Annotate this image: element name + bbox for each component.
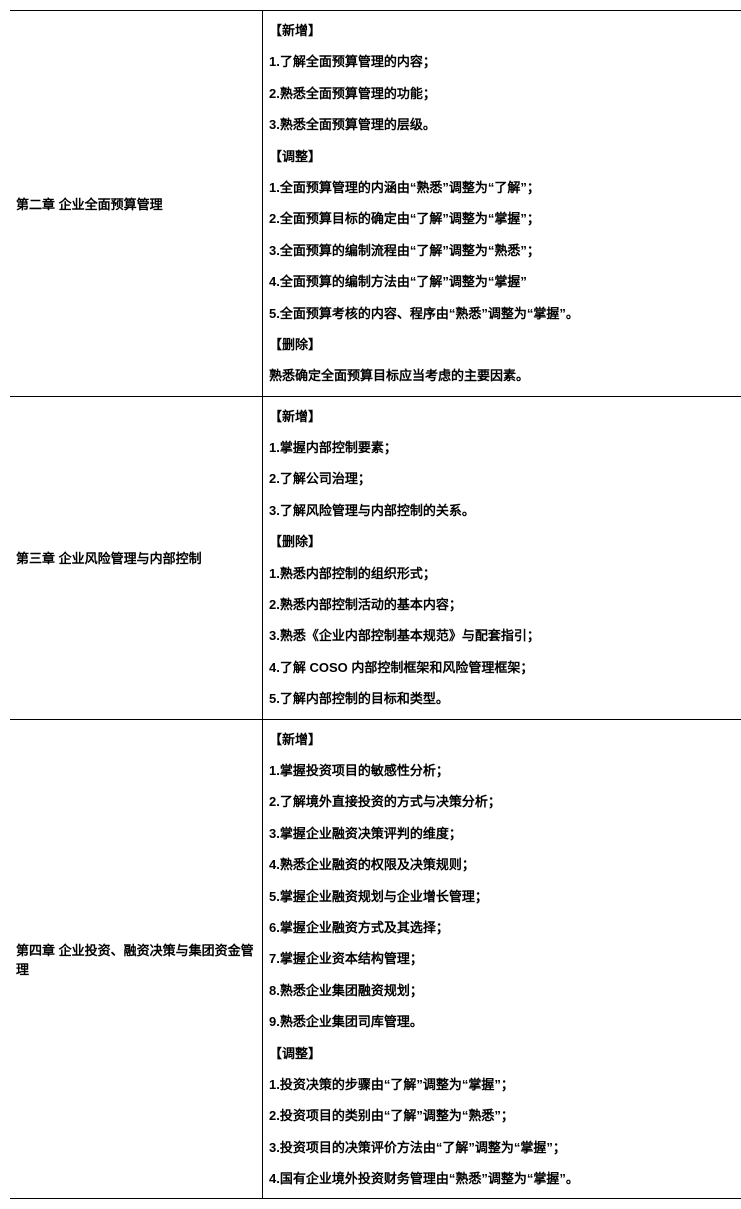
content-line: 3.投资项目的决策评价方法由“了解”调整为“掌握”；: [269, 1132, 741, 1163]
content-line: 2.熟悉全面预算管理的功能；: [269, 78, 741, 109]
content-line: 熟悉确定全面预算目标应当考虑的主要因素。: [269, 360, 741, 391]
chapter-content: 【新增】1.掌握投资项目的敏感性分析；2.了解境外直接投资的方式与决策分析；3.…: [263, 719, 741, 1199]
chapter-content: 【新增】1.掌握内部控制要素；2.了解公司治理；3.了解风险管理与内部控制的关系…: [263, 396, 741, 719]
content-line: 【新增】: [269, 15, 741, 46]
chapter-title: 第二章 企业全面预算管理: [10, 11, 263, 397]
changes-table: 第二章 企业全面预算管理【新增】1.了解全面预算管理的内容；2.熟悉全面预算管理…: [10, 10, 741, 1199]
table-row: 第二章 企业全面预算管理【新增】1.了解全面预算管理的内容；2.熟悉全面预算管理…: [10, 11, 741, 397]
content-line: 【调整】: [269, 141, 741, 172]
content-line: 5.掌握企业融资规划与企业增长管理；: [269, 881, 741, 912]
content-line: 8.熟悉企业集团融资规划；: [269, 975, 741, 1006]
table-row: 第四章 企业投资、融资决策与集团资金管理【新增】1.掌握投资项目的敏感性分析；2…: [10, 719, 741, 1199]
chapter-title: 第三章 企业风险管理与内部控制: [10, 396, 263, 719]
content-line: 【新增】: [269, 401, 741, 432]
content-line: 4.全面预算的编制方法由“了解”调整为“掌握”: [269, 266, 741, 297]
content-line: 1.了解全面预算管理的内容；: [269, 46, 741, 77]
content-line: 1.掌握内部控制要素；: [269, 432, 741, 463]
content-line: 5.了解内部控制的目标和类型。: [269, 683, 741, 714]
content-line: 【调整】: [269, 1038, 741, 1069]
content-line: 4.了解 COSO 内部控制框架和风险管理框架；: [269, 652, 741, 683]
content-line: 3.掌握企业融资决策评判的维度；: [269, 818, 741, 849]
content-line: 1.掌握投资项目的敏感性分析；: [269, 755, 741, 786]
content-line: 3.了解风险管理与内部控制的关系。: [269, 495, 741, 526]
content-line: 5.全面预算考核的内容、程序由“熟悉”调整为“掌握”。: [269, 298, 741, 329]
content-line: 9.熟悉企业集团司库管理。: [269, 1006, 741, 1037]
content-line: 3.熟悉《企业内部控制基本规范》与配套指引；: [269, 620, 741, 651]
content-line: 2.投资项目的类别由“了解”调整为“熟悉”；: [269, 1100, 741, 1131]
table-row: 第三章 企业风险管理与内部控制【新增】1.掌握内部控制要素；2.了解公司治理；3…: [10, 396, 741, 719]
content-line: 【删除】: [269, 329, 741, 360]
content-line: 4.熟悉企业融资的权限及决策规则；: [269, 849, 741, 880]
content-line: 2.了解境外直接投资的方式与决策分析；: [269, 786, 741, 817]
content-line: 1.熟悉内部控制的组织形式；: [269, 558, 741, 589]
content-line: 1.全面预算管理的内涵由“熟悉”调整为“了解”；: [269, 172, 741, 203]
content-line: 6.掌握企业融资方式及其选择；: [269, 912, 741, 943]
chapter-title: 第四章 企业投资、融资决策与集团资金管理: [10, 719, 263, 1199]
content-line: 3.熟悉全面预算管理的层级。: [269, 109, 741, 140]
content-line: 4.国有企业境外投资财务管理由“熟悉”调整为“掌握”。: [269, 1163, 741, 1194]
content-line: 2.了解公司治理；: [269, 463, 741, 494]
content-line: 【删除】: [269, 526, 741, 557]
content-line: 2.熟悉内部控制活动的基本内容；: [269, 589, 741, 620]
content-line: 2.全面预算目标的确定由“了解”调整为“掌握”；: [269, 203, 741, 234]
content-line: 3.全面预算的编制流程由“了解”调整为“熟悉”；: [269, 235, 741, 266]
content-line: 1.投资决策的步骤由“了解”调整为“掌握”；: [269, 1069, 741, 1100]
chapter-content: 【新增】1.了解全面预算管理的内容；2.熟悉全面预算管理的功能；3.熟悉全面预算…: [263, 11, 741, 397]
content-line: 【新增】: [269, 724, 741, 755]
content-line: 7.掌握企业资本结构管理；: [269, 943, 741, 974]
